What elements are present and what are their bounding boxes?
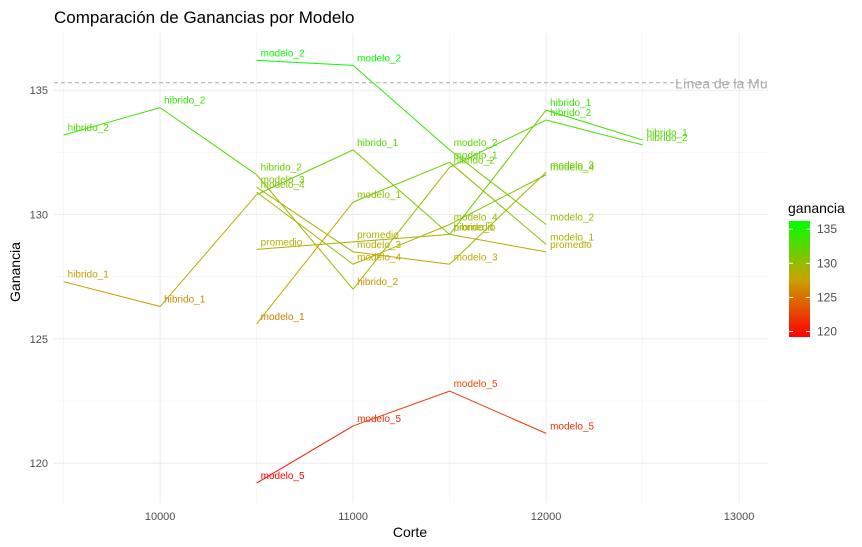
point-label: promedio xyxy=(261,237,303,248)
legend-ticks: 120 125 130 135 xyxy=(789,222,837,339)
y-axis-title: Ganancia xyxy=(7,242,23,302)
series-segment-hibrido_1 xyxy=(352,149,450,235)
series-segment-modelo_3 xyxy=(256,186,354,253)
point-label: modelo_1 xyxy=(550,232,594,243)
x-tick-label: 11000 xyxy=(338,511,368,523)
point-label: modelo_5 xyxy=(357,414,401,425)
point-label: modelo_1 xyxy=(454,150,498,161)
series-segment-promedio xyxy=(353,233,450,243)
series-segment-hibrido_1 xyxy=(159,194,258,307)
point-label: hibrido_2 xyxy=(357,277,399,288)
point-label: modelo_2 xyxy=(454,138,498,149)
point-label: modelo_4 xyxy=(357,252,401,263)
grid xyxy=(54,33,768,503)
series-segment-modelo_1 xyxy=(352,161,450,203)
chart-title: Comparación de Ganancias por Modelo xyxy=(54,8,355,27)
y-tick-label: 135 xyxy=(30,85,48,97)
point-label: hibrido_1 xyxy=(647,128,689,139)
point-label: promedio xyxy=(454,222,496,233)
series-segment-hibrido_1 xyxy=(63,281,161,308)
point-label: modelo_2 xyxy=(261,48,305,59)
series-segment-hibrido_2 xyxy=(256,174,354,290)
point-label: modelo_2 xyxy=(550,212,594,223)
series-segment-hibrido_2 xyxy=(352,166,450,290)
point-label: hibrido_2 xyxy=(68,123,110,134)
legend-tick-label: 120 xyxy=(817,325,837,339)
y-axis-ticks: 120 125 130 135 xyxy=(30,85,48,470)
x-axis-ticks: 10000 11000 12000 13000 xyxy=(145,511,755,523)
point-label: promedio xyxy=(550,240,592,251)
point-label: hibrido_1 xyxy=(550,98,592,109)
series-segment-modelo_1 xyxy=(256,201,354,325)
point-label: promedio xyxy=(357,230,399,241)
series-segment-modelo_5 xyxy=(449,390,547,434)
series-segment-hibrido_1 xyxy=(545,109,643,141)
point-label: modelo_3 xyxy=(357,240,401,251)
x-axis-title: Corte xyxy=(393,524,427,540)
y-tick-label: 130 xyxy=(30,210,48,222)
point-label: hibrido_2 xyxy=(261,163,303,174)
x-tick-label: 10000 xyxy=(145,511,176,523)
series-segment-hibrido_2 xyxy=(545,119,643,146)
series-segment-promedio xyxy=(256,241,354,250)
x-tick-label: 13000 xyxy=(724,511,755,523)
point-label: hibrido_1 xyxy=(68,270,110,281)
series-lines xyxy=(63,59,643,484)
point-label: modelo_5 xyxy=(261,471,305,482)
reference-line-label: Línea de la Mu xyxy=(675,76,768,92)
legend-tick-label: 135 xyxy=(817,222,837,236)
series-segment-modelo_4 xyxy=(449,174,547,225)
point-label: hibrido_1 xyxy=(454,222,496,233)
point-label: hibrido_1 xyxy=(164,295,206,306)
reference-line-group: Línea de la Mu xyxy=(54,76,768,92)
point-label: modelo_4 xyxy=(454,212,498,223)
legend-tick-label: 125 xyxy=(817,290,837,304)
point-label: modelo_3 xyxy=(261,175,305,186)
series-segment-hibrido_2 xyxy=(159,107,257,176)
series-segment-promedio xyxy=(449,233,547,253)
series-segment-modelo_2 xyxy=(256,59,354,66)
point-labels: hibrido_2hibrido_2hibrido_2hibrido_2hibr… xyxy=(68,48,689,482)
point-label: modelo_4 xyxy=(261,180,305,191)
series-segment-hibrido_1 xyxy=(256,149,354,196)
point-label: modelo_5 xyxy=(454,379,498,390)
y-tick-label: 120 xyxy=(30,458,48,470)
point-label: hibrido_1 xyxy=(357,138,399,149)
y-tick-label: 125 xyxy=(30,334,48,346)
point-label: hibrido_2 xyxy=(550,108,592,119)
x-tick-label: 12000 xyxy=(531,511,562,523)
legend-colorbar xyxy=(789,221,810,337)
series-segment-modelo_5 xyxy=(256,425,354,484)
series-segment-hibrido_1 xyxy=(449,109,547,235)
point-label: modelo_1 xyxy=(357,190,401,201)
point-label: modelo_1 xyxy=(261,312,305,323)
series-segment-modelo_4 xyxy=(256,191,354,265)
point-label: hibrido_2 xyxy=(454,155,496,166)
point-label: modelo_5 xyxy=(550,421,594,432)
legend-tick-label: 130 xyxy=(817,256,837,270)
point-label: modelo_3 xyxy=(550,160,594,171)
point-label: hibrido_2 xyxy=(647,133,689,144)
series-segment-modelo_5 xyxy=(352,390,450,427)
series-segment-modelo_2 xyxy=(449,149,547,225)
legend-title: ganancia xyxy=(788,200,845,216)
series-segment-hibrido_2 xyxy=(449,119,547,168)
series-segment-hibrido_2 xyxy=(63,107,161,136)
series-segment-modelo_3 xyxy=(449,171,547,265)
series-segment-modelo_3 xyxy=(353,251,450,265)
series-segment-modelo_1 xyxy=(449,161,547,245)
color-legend: ganancia 120 125 130 135 xyxy=(788,200,845,339)
point-label: modelo_3 xyxy=(454,252,498,263)
point-label: modelo_4 xyxy=(550,163,594,174)
series-segment-modelo_2 xyxy=(352,64,450,151)
point-label: hibrido_2 xyxy=(164,96,206,107)
point-label: modelo_2 xyxy=(357,53,401,64)
series-segment-modelo_4 xyxy=(352,224,450,265)
